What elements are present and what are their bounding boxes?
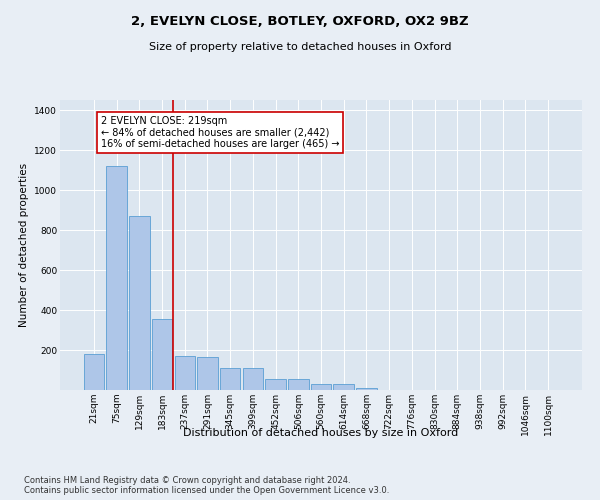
Text: Contains HM Land Registry data © Crown copyright and database right 2024.
Contai: Contains HM Land Registry data © Crown c… [24, 476, 389, 495]
Text: 2, EVELYN CLOSE, BOTLEY, OXFORD, OX2 9BZ: 2, EVELYN CLOSE, BOTLEY, OXFORD, OX2 9BZ [131, 15, 469, 28]
Text: Distribution of detached houses by size in Oxford: Distribution of detached houses by size … [184, 428, 458, 438]
Y-axis label: Number of detached properties: Number of detached properties [19, 163, 29, 327]
Bar [334, 384, 354, 390]
Bar [197, 357, 218, 390]
Bar [356, 388, 377, 390]
Bar [288, 379, 308, 390]
Bar [152, 319, 172, 390]
Bar [311, 384, 331, 390]
Bar [220, 368, 241, 390]
Bar [106, 166, 127, 390]
Bar [242, 368, 263, 390]
Text: 2 EVELYN CLOSE: 219sqm
← 84% of detached houses are smaller (2,442)
16% of semi-: 2 EVELYN CLOSE: 219sqm ← 84% of detached… [101, 116, 339, 149]
Bar [129, 216, 149, 390]
Bar [84, 354, 104, 390]
Bar [265, 379, 286, 390]
Text: Size of property relative to detached houses in Oxford: Size of property relative to detached ho… [149, 42, 451, 52]
Bar [175, 356, 195, 390]
